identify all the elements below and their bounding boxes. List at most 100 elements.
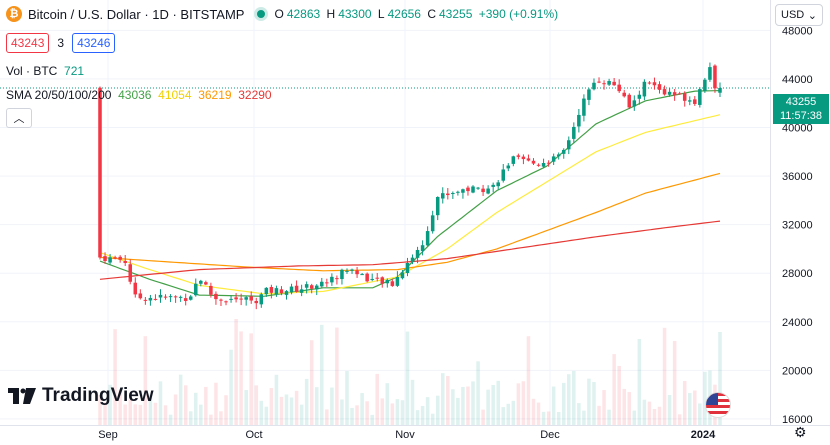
volume-bar (718, 331, 722, 425)
volume-bar (153, 402, 158, 425)
volume-bar (395, 399, 400, 425)
candle-body (597, 81, 601, 83)
candle-body (632, 100, 637, 107)
volume-bar (380, 398, 385, 425)
volume-bar (178, 374, 183, 425)
volume-legend[interactable]: Vol · BTC 721 (6, 64, 85, 78)
candle-body (259, 294, 264, 305)
candle-body (451, 192, 455, 195)
candle-body (531, 160, 536, 164)
sma-legend[interactable]: SMA 20/50/100/200 43036 41054 36219 3229… (6, 88, 272, 102)
sma200-value: 32290 (238, 88, 272, 102)
candle-body (647, 82, 652, 84)
candle-body (229, 298, 233, 300)
volume-bar (299, 404, 304, 425)
volume-bar (194, 392, 198, 425)
volume-bar (466, 386, 470, 425)
candle-body (320, 281, 324, 287)
candle-body (541, 163, 546, 167)
volume-bar (642, 399, 647, 425)
candle-body (194, 283, 198, 296)
candle-body (294, 285, 299, 292)
volume-bar (612, 354, 616, 425)
time-axis: Sep Oct Nov Dec 2024 (0, 425, 830, 441)
candle-body (345, 270, 349, 272)
volume-bar (204, 386, 208, 425)
candle-body (405, 262, 410, 274)
volume-bar (108, 384, 112, 425)
volume-bar (325, 409, 329, 425)
sma50-value: 41054 (158, 88, 192, 102)
volume-bar (390, 403, 395, 425)
collapse-legend-button[interactable]: ︿ (6, 108, 32, 128)
candle-body (325, 282, 329, 284)
volume-bar (506, 403, 511, 425)
candle-body (385, 279, 390, 284)
y-tick-label: 36000 (782, 171, 813, 183)
volume-bar (239, 331, 243, 425)
candle-body (536, 164, 541, 166)
tradingview-logo[interactable]: TradingView (8, 385, 154, 407)
volume-bar (284, 394, 289, 425)
volume-bar (340, 399, 344, 425)
candle-body (546, 162, 551, 164)
volume-bar (314, 387, 319, 425)
volume-bar (561, 382, 566, 425)
candle-body (335, 278, 339, 280)
volume-bar (597, 405, 601, 425)
candles (98, 62, 722, 310)
volume-bar (279, 396, 284, 425)
candle-body (592, 82, 596, 90)
candle-body (108, 257, 112, 263)
candle-body (284, 291, 289, 295)
candle-body (551, 156, 556, 162)
volume-bar (577, 403, 581, 425)
sell-button[interactable]: 43243 (6, 33, 50, 53)
us-flag-icon[interactable] (706, 393, 730, 417)
candle-body (607, 81, 611, 85)
candle-body (330, 276, 334, 283)
candle-body (441, 193, 445, 199)
candle-body (264, 287, 269, 295)
volume-bar (451, 389, 455, 425)
candle-body (199, 280, 203, 284)
volume-bar (632, 410, 637, 425)
volume-bar (209, 414, 213, 425)
volume-bar (128, 399, 133, 425)
volume-bar (698, 403, 702, 425)
volume-bar (511, 400, 516, 425)
buy-button[interactable]: 43246 (72, 33, 116, 53)
volume-bar (304, 378, 309, 425)
volume-bar (118, 390, 122, 425)
sma20-value: 43036 (118, 88, 152, 102)
volume-bar (496, 380, 500, 425)
volume-bar (229, 349, 233, 425)
currency-selector[interactable]: USD ⌄ (775, 4, 823, 26)
volume-bar (647, 401, 652, 425)
y-tick-label: 44000 (782, 74, 813, 86)
candle-body (113, 257, 117, 259)
x-tick-label: Sep (98, 429, 118, 441)
volume-bar (672, 340, 677, 425)
candle-body (395, 276, 400, 286)
candle-body (672, 92, 677, 96)
volume-bar (657, 406, 662, 425)
candle-body (183, 298, 188, 301)
candle-body (163, 296, 168, 298)
candle-body (693, 99, 697, 104)
volume-bar (435, 395, 440, 425)
volume-bar (123, 404, 127, 425)
chevron-up-icon: ︿ (13, 113, 25, 125)
y-tick-label: 40000 (782, 123, 813, 135)
volume-bar (677, 414, 682, 425)
gear-icon[interactable]: ⚙ (794, 424, 807, 440)
y-tick-label: 48000 (782, 25, 813, 37)
bar-countdown: 11:57:38 (779, 110, 822, 122)
symbol-title[interactable]: Bitcoin / U.S. Dollar · 1D · BITSTAMP (28, 6, 245, 22)
volume-bar (456, 397, 460, 425)
volume-bar (627, 392, 632, 425)
candle-body (350, 269, 354, 271)
volume-bar (294, 390, 299, 425)
candle-body (687, 100, 692, 102)
